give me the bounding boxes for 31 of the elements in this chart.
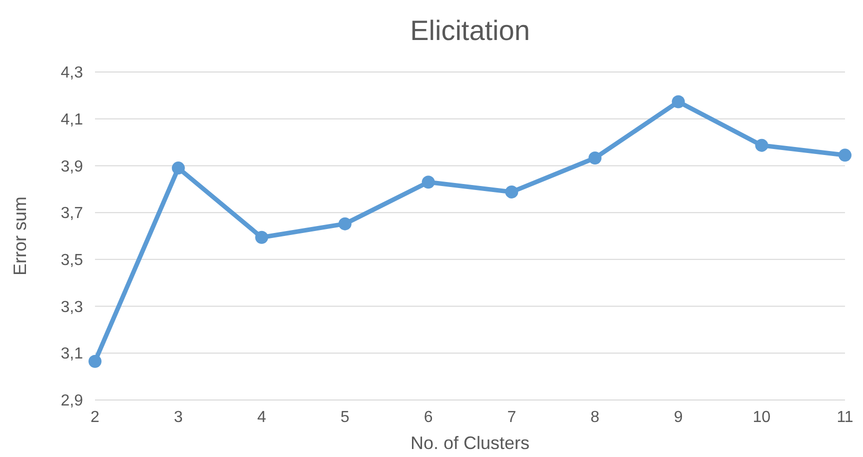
y-tick-label: 3,3 (60, 298, 84, 316)
point (88, 354, 102, 368)
y-tick-label: 3,9 (60, 158, 84, 176)
x-tick-label: 10 (752, 409, 771, 426)
point (255, 230, 268, 244)
point (338, 217, 352, 230)
point (672, 95, 685, 108)
x-tick-label: 7 (507, 409, 516, 426)
x-tick-label: 11 (836, 409, 854, 426)
x-tick-label: 9 (674, 409, 683, 426)
point (505, 185, 518, 198)
y-tick-label: 3,5 (60, 252, 84, 270)
x-tick-label: 4 (257, 409, 266, 426)
y-tick-label: 3,1 (60, 346, 84, 363)
y-axis-title: Error sum (10, 196, 30, 276)
x-tick-label: 5 (340, 409, 350, 426)
x-tick-label: 8 (590, 409, 600, 426)
x-tick-label: 3 (174, 409, 183, 426)
x-axis-title: No. of Clusters (410, 433, 530, 453)
point (422, 176, 435, 189)
point (755, 138, 768, 152)
x-tick-label: 6 (424, 409, 433, 426)
point (588, 151, 602, 164)
x-tick-label: 2 (90, 409, 100, 426)
y-tick-label: 4,1 (60, 111, 84, 128)
point (172, 162, 185, 175)
y-tick-label: 2,9 (60, 392, 84, 410)
point (838, 148, 852, 162)
chart-title: Elicitation (410, 15, 530, 46)
y-tick-label: 4,3 (60, 64, 84, 82)
y-tick-label: 3,7 (60, 205, 84, 222)
